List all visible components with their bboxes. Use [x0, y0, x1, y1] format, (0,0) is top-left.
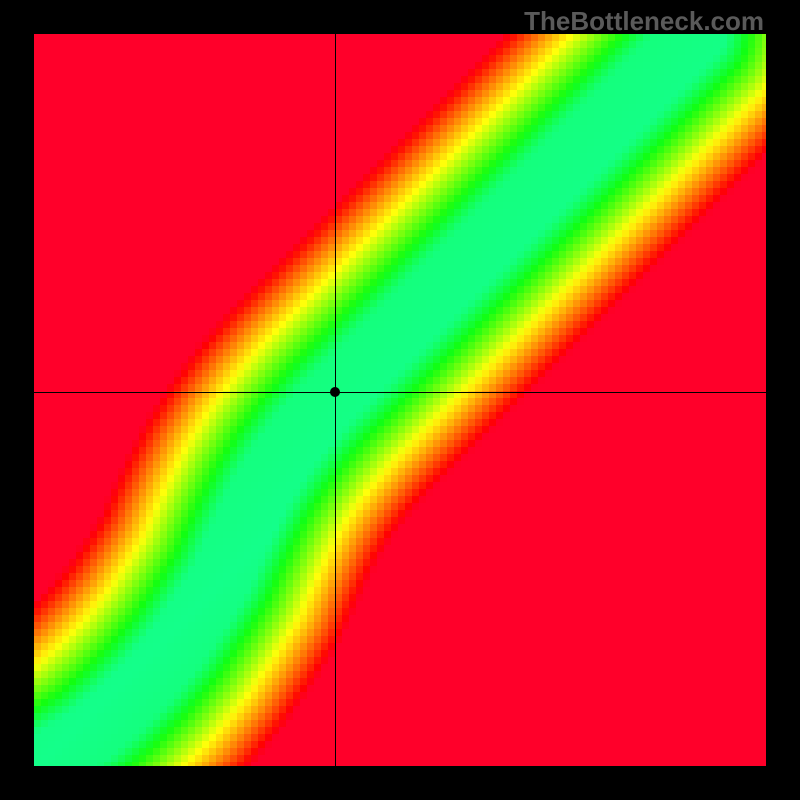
- bottleneck-heatmap: { "watermark": { "text": "TheBottleneck.…: [0, 0, 800, 800]
- watermark-text: TheBottleneck.com: [524, 6, 764, 37]
- crosshair-horizontal: [34, 392, 766, 393]
- crosshair-marker: [330, 387, 340, 397]
- crosshair-vertical: [335, 34, 336, 766]
- heatmap-canvas: [0, 0, 800, 800]
